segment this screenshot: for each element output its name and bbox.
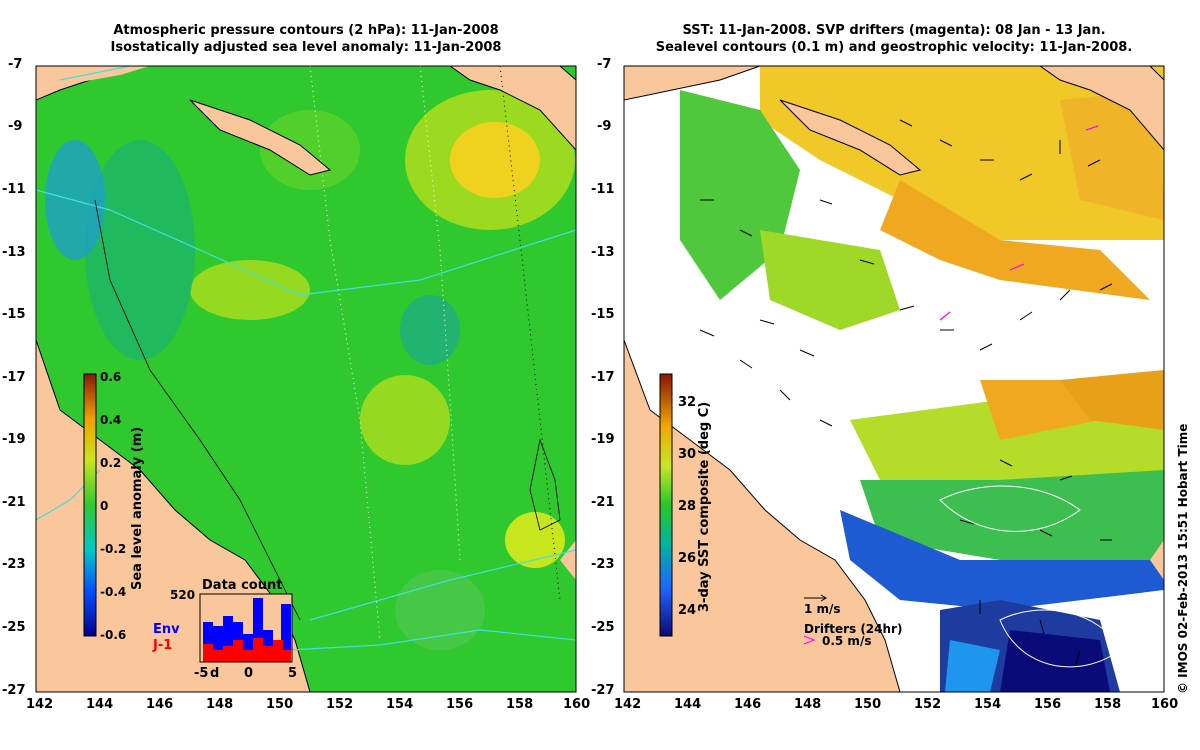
inset-tick: 0 <box>244 666 254 681</box>
y-tick: -19 <box>591 432 615 447</box>
y-tick: -21 <box>2 495 26 510</box>
inset-tick: 5 <box>288 666 298 681</box>
x-tick: 160 <box>1151 697 1179 712</box>
inset-tick: -5 <box>194 666 209 681</box>
inset-tick: d <box>210 666 220 681</box>
x-tick: 150 <box>266 697 294 712</box>
cb-tick: -0.4 <box>100 585 127 599</box>
drifter-scale: 0.5 m/s <box>822 634 872 648</box>
x-tick: 152 <box>914 697 942 712</box>
right-title-line2: Sealevel contours (0.1 m) and geostrophi… <box>655 40 1133 55</box>
data-count-inset <box>199 593 293 663</box>
x-tick: 146 <box>734 697 762 712</box>
x-tick: 156 <box>446 697 474 712</box>
cb-tick: -0.2 <box>100 542 127 556</box>
x-tick: 154 <box>974 697 1002 712</box>
y-tick: -17 <box>591 370 615 385</box>
y-tick: -25 <box>2 620 26 635</box>
cb-tick: 26 <box>678 551 697 566</box>
right-title-line1: SST: 11-Jan-2008. SVP drifters (magenta)… <box>682 23 1106 38</box>
x-tick: 154 <box>386 697 414 712</box>
right-map-frame <box>623 65 1165 693</box>
inset-env-label: Env <box>153 622 180 637</box>
left-title: Atmospheric pressure contours (2 hPa): 1… <box>36 22 576 56</box>
x-tick: 148 <box>794 697 822 712</box>
y-tick: -7 <box>8 57 23 72</box>
y-tick: -23 <box>2 557 26 572</box>
y-tick: -13 <box>2 245 26 260</box>
y-tick: -13 <box>591 245 615 260</box>
cb-tick: 0.4 <box>100 413 122 427</box>
x-tick: 142 <box>614 697 642 712</box>
cb-tick: 0 <box>100 499 109 513</box>
cb-tick: 24 <box>678 603 697 618</box>
scale-arrow <box>804 594 827 602</box>
y-tick: -19 <box>2 432 26 447</box>
inset-title: Data count <box>202 578 283 593</box>
y-tick: -7 <box>597 57 612 72</box>
y-tick: -11 <box>591 182 615 197</box>
x-tick: 144 <box>674 697 702 712</box>
left-map-frame <box>35 65 577 693</box>
drifters-label: Drifters (24hr) <box>804 622 903 636</box>
left-map <box>36 66 576 692</box>
x-tick: 156 <box>1034 697 1062 712</box>
x-tick: 158 <box>506 697 534 712</box>
inset-max: 520 <box>170 588 196 602</box>
y-tick: -11 <box>2 182 26 197</box>
left-title-line1: Atmospheric pressure contours (2 hPa): 1… <box>113 23 499 38</box>
y-tick: -25 <box>591 620 615 635</box>
x-tick: 158 <box>1094 697 1122 712</box>
cb-tick: 0.2 <box>100 456 122 470</box>
cb-tick: -0.6 <box>100 628 127 642</box>
x-tick: 146 <box>146 697 174 712</box>
inset-j1-label: J-1 <box>153 638 173 653</box>
left-colorbar-label: Sea level anomaly (m) <box>130 426 145 590</box>
right-colorbar-label: 3-day SST composite (deg C) <box>697 401 712 612</box>
y-tick: -27 <box>2 683 26 698</box>
x-tick: 160 <box>563 697 591 712</box>
y-tick: -21 <box>591 495 615 510</box>
x-tick: 150 <box>854 697 882 712</box>
cb-tick: 0.6 <box>100 370 122 384</box>
x-tick: 152 <box>326 697 354 712</box>
y-tick: -15 <box>591 307 615 322</box>
right-title: SST: 11-Jan-2008. SVP drifters (magenta)… <box>624 22 1164 56</box>
credit-text: © IMOS 02-Feb-2013 15:51 Hobart Time <box>1176 423 1190 694</box>
x-tick: 148 <box>206 697 234 712</box>
y-tick: -27 <box>591 683 615 698</box>
y-tick: -15 <box>2 307 26 322</box>
y-tick: -9 <box>597 119 612 134</box>
right-colorbar <box>659 373 673 637</box>
x-tick: 142 <box>26 697 54 712</box>
drifter-arrow <box>803 635 816 645</box>
y-tick: -23 <box>591 557 615 572</box>
left-colorbar <box>83 373 97 637</box>
scale-label: 1 m/s <box>804 602 841 616</box>
right-map <box>624 66 1164 692</box>
y-tick: -17 <box>2 370 26 385</box>
y-tick: -9 <box>8 119 23 134</box>
cb-tick: 32 <box>678 395 697 410</box>
left-title-line2: Isostatically adjusted sea level anomaly… <box>110 40 502 55</box>
cb-tick: 28 <box>678 499 697 514</box>
cb-tick: 30 <box>678 447 697 462</box>
x-tick: 144 <box>86 697 114 712</box>
